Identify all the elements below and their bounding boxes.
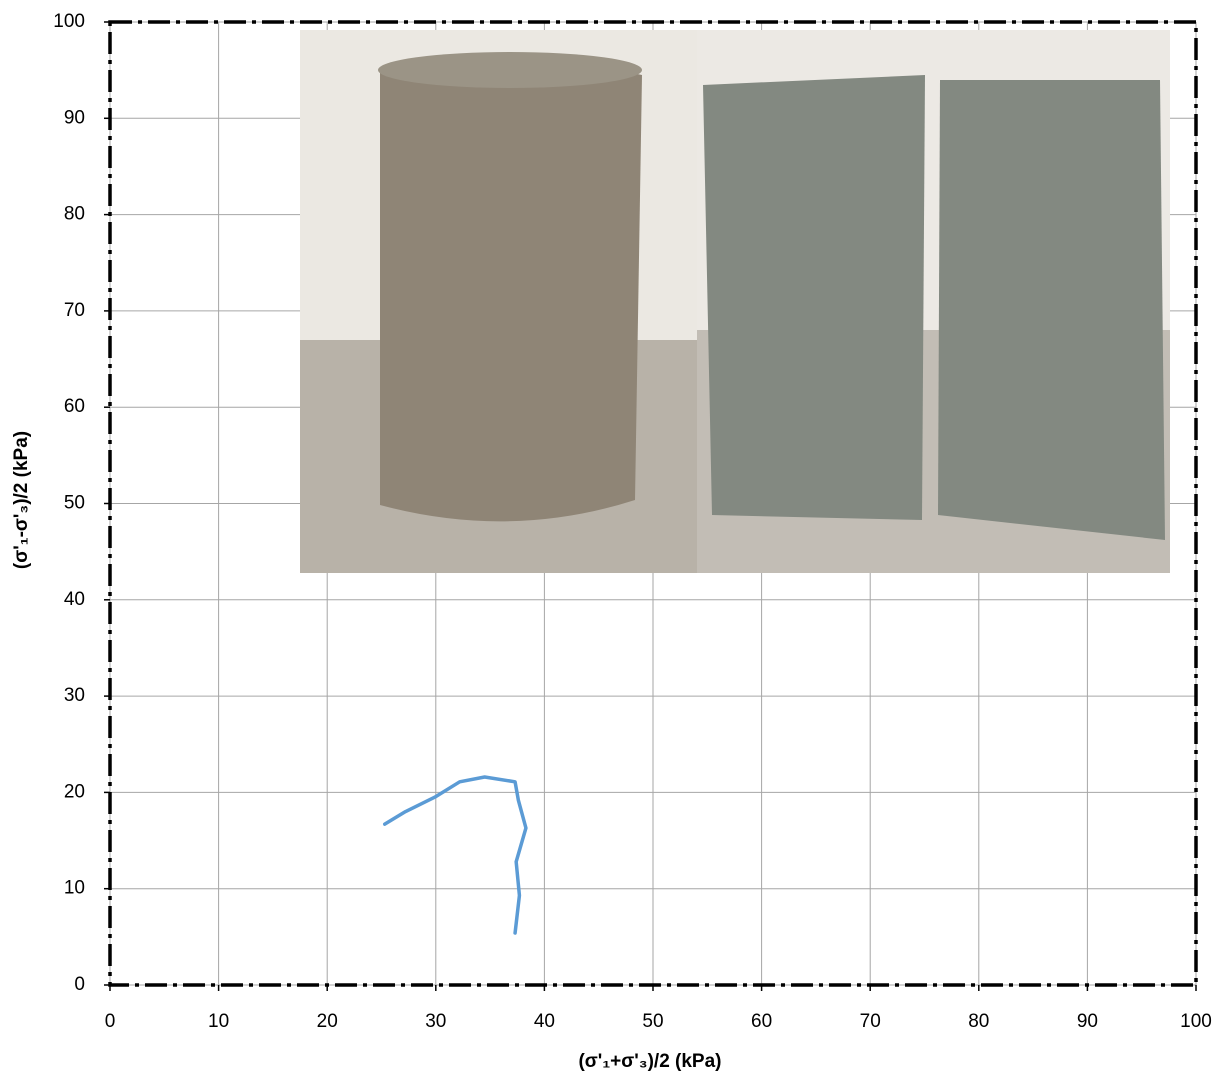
y-tick-label: 0 [74, 974, 85, 995]
x-tick-label: 80 [968, 1011, 989, 1032]
x-tick-label: 50 [642, 1011, 663, 1032]
data-line [383, 775, 528, 935]
y-tick-label: 20 [64, 781, 85, 802]
x-tick-label: 90 [1077, 1011, 1098, 1032]
y-tick-label: 40 [64, 589, 85, 610]
x-tick-label: 0 [105, 1011, 116, 1032]
y-tick-label: 90 [64, 107, 85, 128]
x-tick-label: 10 [208, 1011, 229, 1032]
plot-border [108, 20, 1198, 987]
y-tick-label: 60 [64, 396, 85, 417]
y-tick-label: 80 [64, 204, 85, 225]
y-tick-label: 70 [64, 300, 85, 321]
photo-inset [300, 30, 1170, 573]
x-tick-label: 40 [534, 1011, 555, 1032]
y-axis-title: (σ'₁-σ'₃)/2 (kPa) [11, 431, 32, 569]
x-tick-label: 60 [751, 1011, 772, 1032]
x-tick-label: 100 [1180, 1011, 1212, 1032]
y-tick-label: 10 [64, 878, 85, 899]
x-tick-label: 20 [317, 1011, 338, 1032]
y-tick-label: 30 [64, 685, 85, 706]
x-tick-label: 70 [860, 1011, 881, 1032]
x-tick-label: 30 [425, 1011, 446, 1032]
x-axis-title: (σ'₁+σ'₃)/2 (kPa) [578, 1051, 721, 1072]
y-tick-label: 100 [53, 11, 85, 32]
y-tick-label: 50 [64, 493, 85, 514]
